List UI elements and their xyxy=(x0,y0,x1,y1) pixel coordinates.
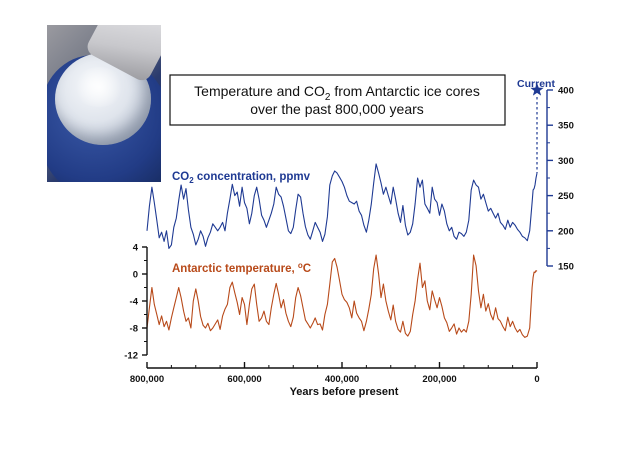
x-tick-label: 800,000 xyxy=(130,374,164,385)
title-box xyxy=(169,74,506,126)
x-axis: 800,000 600,000 400,000 200,000 0 xyxy=(130,362,540,385)
right-tick-label: 150 xyxy=(558,262,574,273)
x-tick-label: 200,000 xyxy=(422,374,456,385)
left-tick-label: 4 xyxy=(133,243,139,254)
right-tick-label: 350 xyxy=(558,121,574,132)
left-y-axis: -12 -8 -4 0 4 xyxy=(124,243,148,362)
ice-core-shape xyxy=(55,53,151,145)
left-tick-label: -12 xyxy=(124,351,138,362)
right-tick-label: 300 xyxy=(558,156,574,167)
co2-series-label: CO2 concentration, ppmv xyxy=(172,171,311,185)
co2-series-line xyxy=(146,163,538,249)
left-tick-label: -4 xyxy=(130,297,139,308)
left-tick-label: 0 xyxy=(133,270,138,281)
temp-series-line xyxy=(146,254,538,338)
right-tick-label: 200 xyxy=(558,226,574,237)
x-tick-label: 0 xyxy=(534,374,539,385)
temp-series-label: Antarctic temperature, oC xyxy=(172,261,311,275)
ice-core-photo xyxy=(47,25,161,182)
x-axis-label: Years before present xyxy=(290,386,399,398)
x-tick-label: 600,000 xyxy=(227,374,261,385)
current-label: Current xyxy=(517,78,555,90)
chart-title-line-2: over the past 800,000 years xyxy=(250,101,424,117)
right-tick-label: 400 xyxy=(558,86,574,97)
right-y-axis: 150 200 250 300 350 400 xyxy=(546,86,574,273)
right-tick-label: 250 xyxy=(558,191,574,202)
current-star-icon xyxy=(530,83,544,96)
chart-title-line-1: Temperature and CO2 from Antarctic ice c… xyxy=(194,83,480,103)
x-tick-label: 400,000 xyxy=(325,374,359,385)
left-tick-label: -8 xyxy=(130,324,138,335)
